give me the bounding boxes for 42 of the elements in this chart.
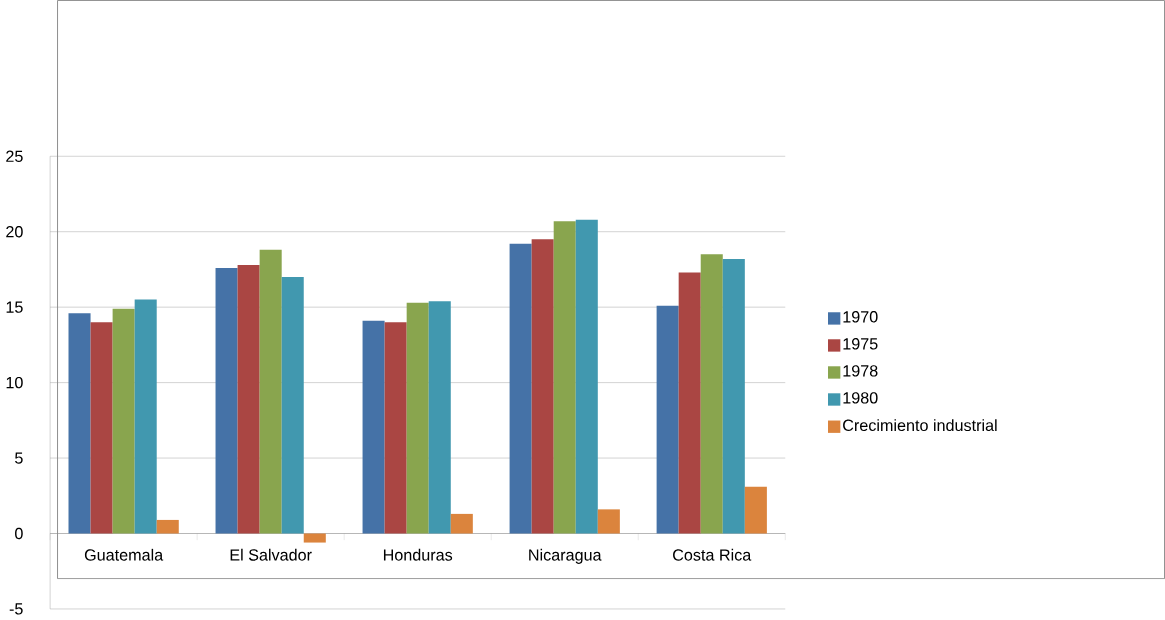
- bar: [744, 486, 767, 534]
- y-tick-label: 5: [15, 452, 23, 464]
- bar: [428, 301, 451, 534]
- y-tick-label: 0: [15, 527, 23, 540]
- legend-label: 1975: [843, 338, 878, 350]
- bar: [700, 254, 723, 534]
- legend-label: 1978: [843, 365, 878, 377]
- bar: [450, 513, 473, 534]
- bar: [678, 272, 701, 534]
- bar: [281, 276, 304, 534]
- bar: [406, 302, 429, 534]
- x-tick-label: Guatemala: [84, 548, 164, 561]
- y-tick-label: 15: [6, 301, 23, 313]
- bar: [156, 519, 179, 534]
- bar: [259, 249, 282, 534]
- bar: [531, 239, 554, 534]
- bar: [237, 264, 260, 534]
- bar: [597, 509, 620, 534]
- y-tick-label: -5: [9, 603, 23, 615]
- y-tick-label: 20: [6, 225, 23, 238]
- bar: [553, 221, 576, 534]
- x-tick-label: Honduras: [383, 548, 453, 561]
- legend-label: 1980: [843, 392, 878, 404]
- bar: [90, 322, 113, 534]
- bar: [303, 533, 326, 543]
- x-tick-label: Nicaragua: [529, 548, 602, 564]
- bar: [509, 243, 532, 534]
- y-tick-label: 10: [6, 376, 23, 389]
- bar: [362, 320, 385, 534]
- bar: [575, 219, 598, 534]
- bar: [112, 308, 135, 534]
- x-tick-label: El Salvador: [230, 548, 312, 561]
- bar: [656, 305, 679, 534]
- y-tick-label: 25: [6, 150, 23, 162]
- bar: [722, 258, 745, 534]
- legend-label: Crecimiento industrial: [843, 419, 997, 432]
- x-tick-label: Costa Rica: [673, 548, 752, 561]
- bar: [68, 313, 91, 534]
- bar: [134, 299, 157, 534]
- legend-label: 1970: [843, 311, 878, 323]
- bar: [384, 322, 407, 534]
- bar: [215, 267, 238, 534]
